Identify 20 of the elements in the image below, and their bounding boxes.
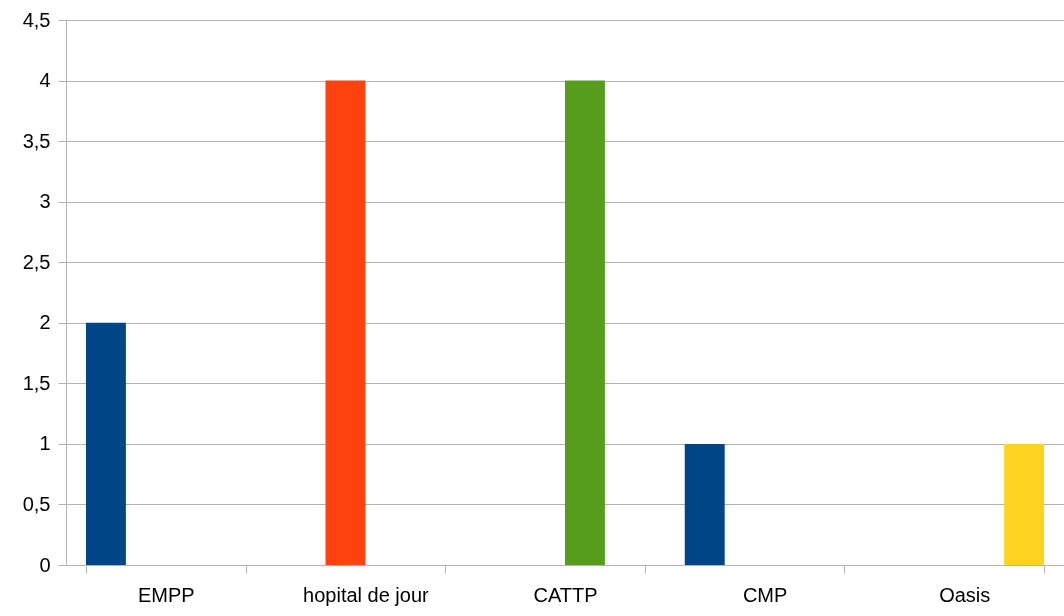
bar — [565, 80, 605, 565]
y-tick-label: 0 — [39, 553, 51, 576]
bar — [85, 322, 126, 565]
x-tick-label: EMPP — [137, 583, 195, 606]
y-tick-label: 4,5 — [22, 8, 51, 31]
y-tick-label: 3,5 — [22, 129, 51, 152]
x-tick-label: hopital de jour — [303, 583, 430, 606]
x-tick-label: Oasis — [939, 583, 991, 606]
y-tick-label: 1,5 — [22, 371, 51, 394]
y-tick-label: 1 — [39, 432, 51, 455]
x-tick-label: CATTP — [533, 583, 598, 606]
bar — [684, 443, 725, 565]
y-tick-label: 0,5 — [22, 492, 51, 515]
y-tick-label: 4 — [39, 69, 51, 92]
y-tick-label: 2,5 — [22, 250, 51, 273]
x-tick-label: CMP — [742, 583, 788, 606]
bar — [325, 80, 366, 565]
y-tick-label: 2 — [39, 311, 51, 334]
bar — [1004, 443, 1045, 565]
y-tick-label: 3 — [39, 190, 51, 213]
